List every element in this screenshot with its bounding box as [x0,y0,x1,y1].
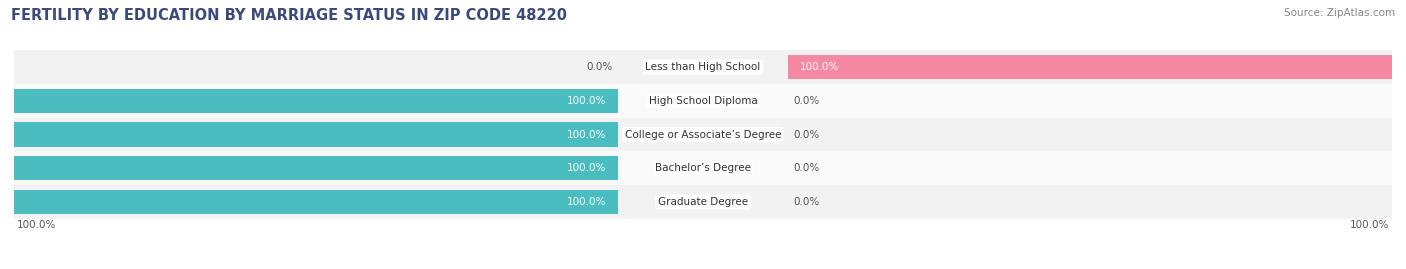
Bar [14,118,1392,151]
Text: 0.0%: 0.0% [586,62,613,72]
Bar [14,89,619,113]
Text: 100.0%: 100.0% [17,220,56,230]
Text: FERTILITY BY EDUCATION BY MARRIAGE STATUS IN ZIP CODE 48220: FERTILITY BY EDUCATION BY MARRIAGE STATU… [11,8,567,23]
Text: 0.0%: 0.0% [793,197,820,207]
Bar [14,151,1392,185]
Bar [14,50,1392,84]
Text: 100.0%: 100.0% [567,163,606,173]
Text: 100.0%: 100.0% [567,129,606,140]
Text: High School Diploma: High School Diploma [648,96,758,106]
Text: 0.0%: 0.0% [793,129,820,140]
Text: Less than High School: Less than High School [645,62,761,72]
Text: 100.0%: 100.0% [800,62,839,72]
Bar [14,156,619,180]
Bar [14,122,619,147]
Text: Bachelor’s Degree: Bachelor’s Degree [655,163,751,173]
Bar [14,190,619,214]
Bar [14,185,1392,219]
Text: 0.0%: 0.0% [793,96,820,106]
Text: Graduate Degree: Graduate Degree [658,197,748,207]
Text: College or Associate’s Degree: College or Associate’s Degree [624,129,782,140]
Bar [787,55,1392,79]
Text: 100.0%: 100.0% [1350,220,1389,230]
Text: 0.0%: 0.0% [793,163,820,173]
Bar [14,84,1392,118]
Text: Source: ZipAtlas.com: Source: ZipAtlas.com [1284,8,1395,18]
Text: 100.0%: 100.0% [567,197,606,207]
Text: 100.0%: 100.0% [567,96,606,106]
